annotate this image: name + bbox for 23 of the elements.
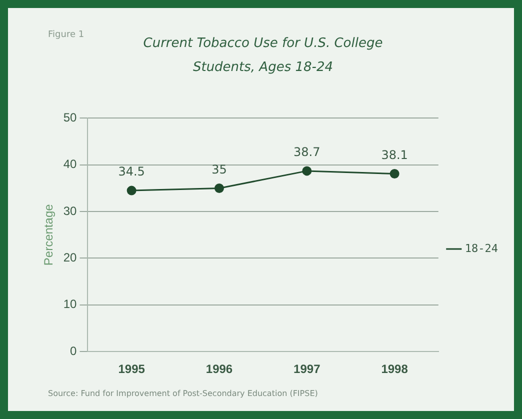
legend-label: 18-24 — [464, 242, 498, 255]
point — [126, 186, 136, 196]
y-tick-label: 0 — [70, 344, 78, 358]
y-tick-label: 30 — [63, 204, 78, 218]
y-tick-label: 50 — [63, 110, 78, 125]
y-tick-label: 10 — [63, 297, 78, 312]
point — [302, 166, 312, 176]
x-tick-label: 1996 — [206, 362, 233, 376]
chart-title: Current Tobacco Use for U.S. College Students, Ages 18-24 — [142, 35, 384, 77]
data-label: 35 — [212, 162, 227, 176]
data-label: 38.7 — [294, 145, 320, 160]
y-tick-label: 40 — [63, 157, 78, 172]
point — [214, 183, 224, 193]
y-tick-label: 20 — [63, 250, 78, 265]
y-axis-title: Percentage — [42, 204, 56, 266]
source-note: Source: Fund for Improvement of Post-Secondary Education (FIPSE) — [48, 389, 318, 398]
data-label: 38.1 — [381, 148, 408, 162]
x-tick-label: 1998 — [381, 362, 408, 376]
x-tick-label: 1997 — [294, 362, 321, 376]
data-label: 34.5 — [118, 164, 145, 179]
x-tick-label: 1995 — [118, 362, 146, 376]
point — [390, 169, 400, 178]
caption: Figure 1 — [48, 30, 84, 40]
